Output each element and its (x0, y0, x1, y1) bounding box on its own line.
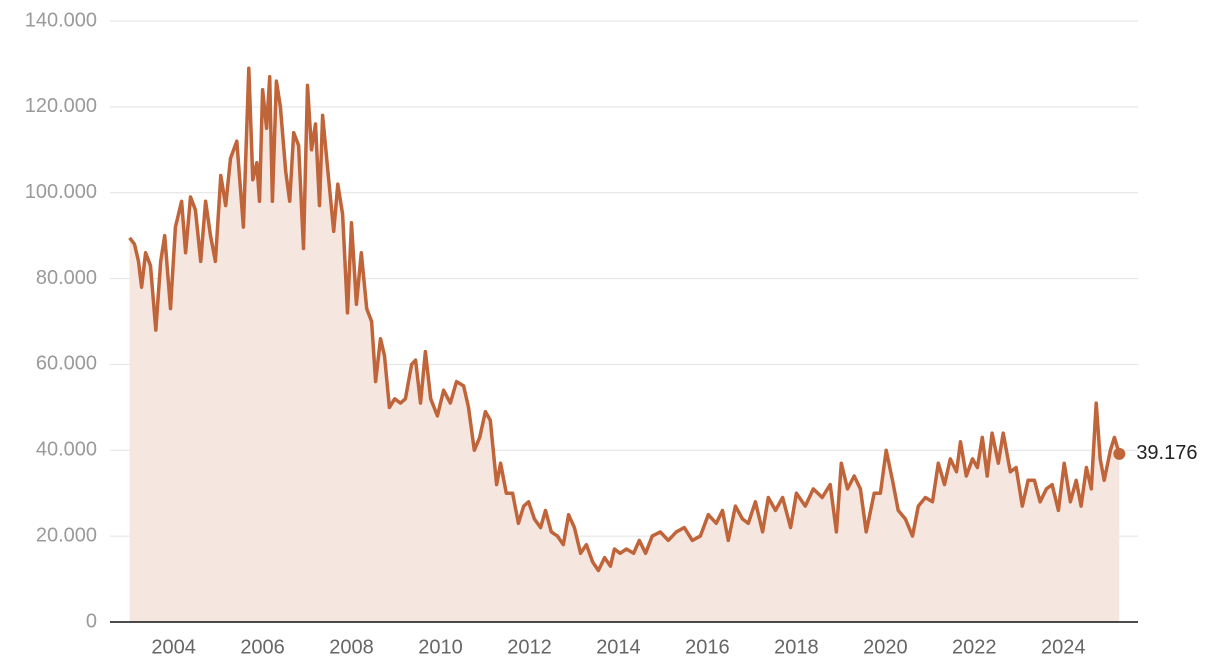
area (129, 68, 1120, 622)
y-tick-label: 20.000 (36, 524, 97, 546)
x-tick-label: 2024 (1041, 636, 1086, 658)
x-tick-label: 2020 (863, 636, 908, 658)
x-tick-label: 2004 (151, 636, 196, 658)
x-tick-label: 2022 (952, 636, 997, 658)
x-tick-label: 2010 (418, 636, 463, 658)
y-tick-label: 80.000 (36, 267, 97, 289)
y-tick-label: 100.000 (25, 181, 97, 203)
line (128, 66, 1121, 573)
y-tick-label: 0 (86, 610, 97, 632)
x-tick-label: 2018 (774, 636, 819, 658)
y-tick-label: 60.000 (36, 353, 97, 375)
y-tick-label: 40.000 (36, 439, 97, 461)
y-tick-label: 120.000 (25, 95, 97, 117)
x-tick-label: 2008 (329, 636, 374, 658)
x-tick-label: 2012 (507, 636, 552, 658)
x-tick-label: 2014 (596, 636, 641, 658)
x-tick-label: 2006 (240, 636, 285, 658)
y-tick-label: 140.000 (25, 9, 97, 31)
x-tick-label: 2016 (685, 636, 730, 658)
last-point (1113, 447, 1126, 460)
last-value-label: 39.176 (1136, 442, 1197, 464)
